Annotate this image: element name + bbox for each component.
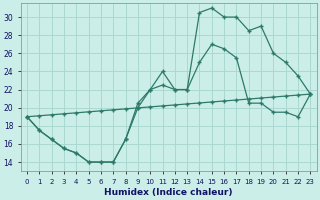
- X-axis label: Humidex (Indice chaleur): Humidex (Indice chaleur): [104, 188, 233, 197]
